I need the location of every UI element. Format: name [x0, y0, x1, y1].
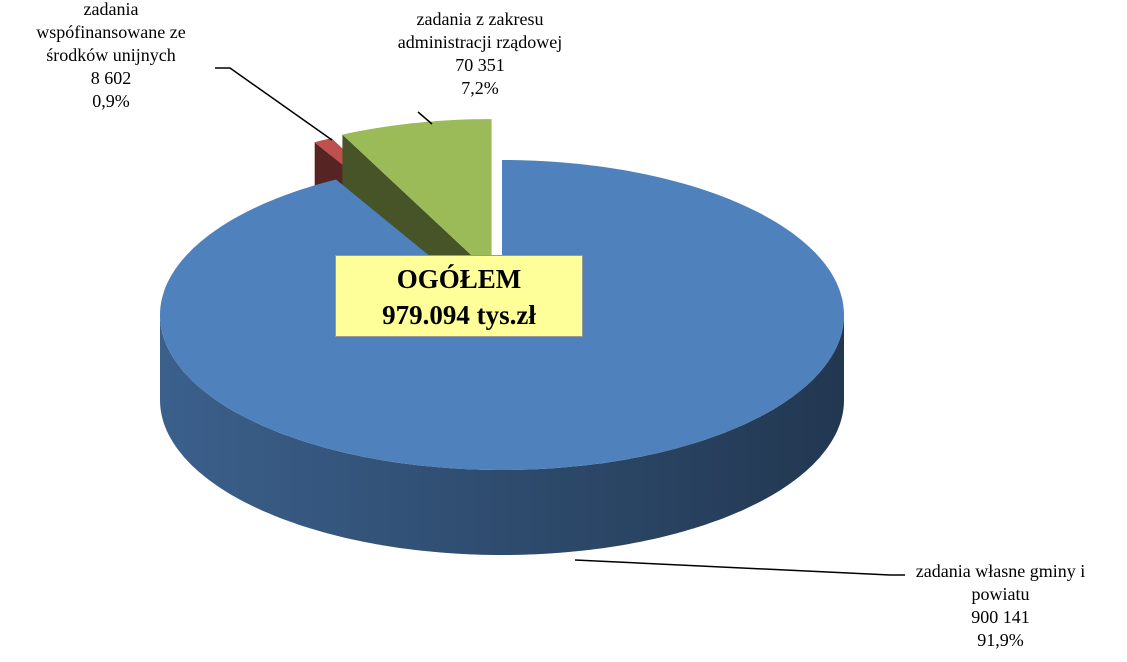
- leader-line: [417, 111, 433, 125]
- pie: [160, 119, 844, 555]
- category: zadania wspófinansowane ze środków unijn…: [36, 0, 186, 65]
- value-label: 8 602: [90, 68, 132, 88]
- slice-label: zadania z zakresu administracji rządowej…: [380, 8, 580, 100]
- leader-line: [215, 67, 333, 141]
- slice-side-shade: [160, 315, 844, 555]
- percent-label: 91,9%: [977, 630, 1024, 650]
- value-label: 900 141: [971, 607, 1030, 627]
- percent-label: 7,2%: [461, 78, 499, 98]
- total-title: OGÓŁEM: [396, 264, 522, 294]
- slice: [342, 119, 492, 275]
- total-value: 979.094 tys.zł: [382, 300, 536, 330]
- category: zadania własne gminy i powiatu: [915, 561, 1086, 604]
- total-box: OGÓŁEM 979.094 tys.zł: [335, 255, 583, 337]
- percent-label: 0,9%: [92, 91, 130, 111]
- leader-line: [574, 559, 905, 576]
- category: zadania z zakresu administracji rządowej: [397, 9, 563, 52]
- slice-label: zadania własne gminy i powiatu 900 141 91,…: [898, 560, 1103, 652]
- slice-label: zadania wspófinansowane ze środków unijn…: [22, 0, 200, 113]
- value-label: 70 351: [455, 55, 505, 75]
